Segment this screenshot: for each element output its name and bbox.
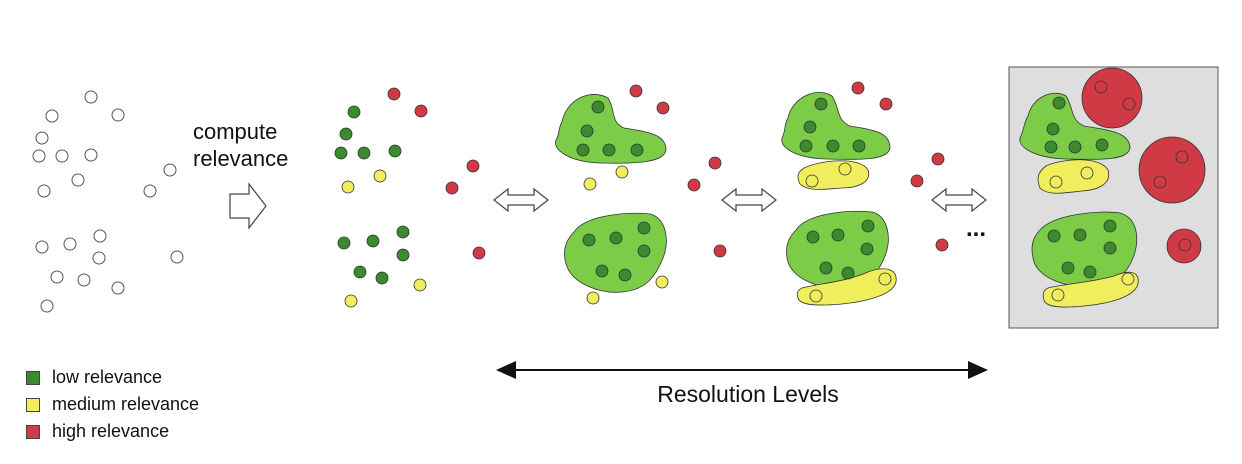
compute-label-line2: relevance [193,146,288,171]
high-relevance-region [1081,67,1143,129]
legend-label-low: low relevance [52,367,163,387]
ellipsis: ... [966,215,986,242]
legend-item-medium: medium relevance [26,391,199,418]
stage-unclassified-points [32,90,184,313]
axis-left-arrowhead-icon [496,361,516,379]
axis-right-arrowhead-icon [968,361,988,379]
compute-arrow-icon [229,182,267,230]
legend-swatch-medium [26,397,40,412]
double-arrow-icon [721,187,777,213]
legend-item-high: high relevance [26,418,199,445]
low-relevance-region [564,212,667,293]
high-relevance-region [1138,136,1206,204]
legend-label-high: high relevance [52,421,170,441]
double-arrow-icon [931,187,987,213]
legend-swatch-high [26,424,40,439]
double-arrow-icon [493,187,549,213]
stage-resolution-level-final [1008,66,1219,329]
legend-label-medium: medium relevance [52,394,200,414]
axis-label: Resolution Levels [657,381,839,407]
resolution-axis: Resolution Levels [496,361,988,407]
compute-label-line1: compute [193,119,277,144]
medium-relevance-region [1042,271,1139,308]
legend: low relevance medium relevance high rele… [26,364,199,445]
stage-classified-points [334,87,486,308]
stage-resolution-level-1 [555,84,727,305]
stage-resolution-level-2 [781,81,949,306]
legend-swatch-low [26,370,40,385]
legend-item-low: low relevance [26,364,199,391]
